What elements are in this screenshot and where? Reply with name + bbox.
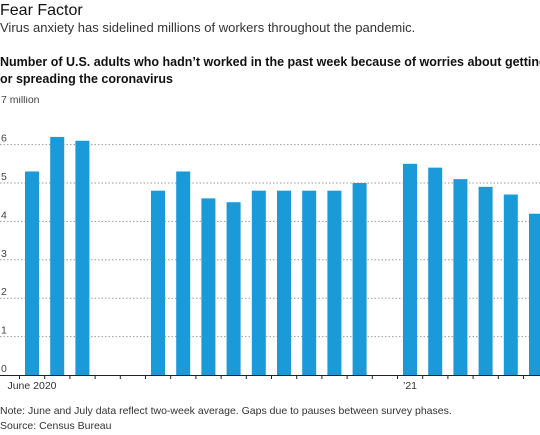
bar-chart: 0 1 2 3 4 5 6 7 million June 2020 ’21 bbox=[0, 96, 540, 392]
bar bbox=[428, 167, 443, 375]
bar bbox=[75, 140, 90, 375]
x-tick-label: June 2020 bbox=[7, 380, 56, 392]
bar bbox=[403, 163, 417, 375]
page-title: Fear Factor bbox=[0, 2, 83, 19]
bar bbox=[352, 183, 367, 375]
y-tick-label: 1 bbox=[1, 325, 7, 337]
bar bbox=[176, 171, 191, 375]
y-tick-label: 5 bbox=[1, 171, 7, 183]
y-tick-label: 6 bbox=[1, 133, 7, 145]
bar bbox=[50, 136, 65, 375]
axis-layer: 0 1 2 3 4 5 6 7 million June 2020 ’21 bbox=[0, 96, 540, 392]
page-subtitle: Virus anxiety has sidelined millions of … bbox=[0, 20, 416, 35]
grid-layer bbox=[0, 144, 540, 338]
y-tick-label: 0 bbox=[1, 363, 7, 375]
y-tick-label: 3 bbox=[1, 248, 7, 260]
x-tick-label: ’21 bbox=[403, 380, 417, 392]
bar bbox=[226, 202, 241, 375]
bar bbox=[327, 190, 342, 375]
chart-title: Number of U.S. adults who hadn’t worked … bbox=[0, 54, 540, 88]
bar bbox=[478, 186, 493, 375]
y-unit-label: 7 million bbox=[1, 96, 40, 106]
chart-note: Note: June and July data reflect two-wee… bbox=[0, 405, 452, 417]
bar bbox=[503, 194, 518, 375]
bar bbox=[201, 198, 216, 375]
bar bbox=[529, 213, 540, 375]
y-tick-label: 4 bbox=[1, 209, 7, 221]
bar-layer bbox=[25, 136, 540, 375]
bar bbox=[302, 190, 317, 375]
bar bbox=[25, 171, 39, 375]
chart-title-line-1: Number of U.S. adults who hadn’t worked … bbox=[0, 55, 540, 69]
bar bbox=[277, 190, 291, 375]
chart-title-line-2: or spreading the coronavirus bbox=[0, 72, 173, 86]
chart-source: Source: Census Bureau bbox=[0, 420, 112, 432]
bar bbox=[453, 179, 468, 375]
bar bbox=[251, 190, 266, 375]
y-tick-label: 2 bbox=[1, 286, 7, 298]
bar bbox=[151, 190, 165, 375]
